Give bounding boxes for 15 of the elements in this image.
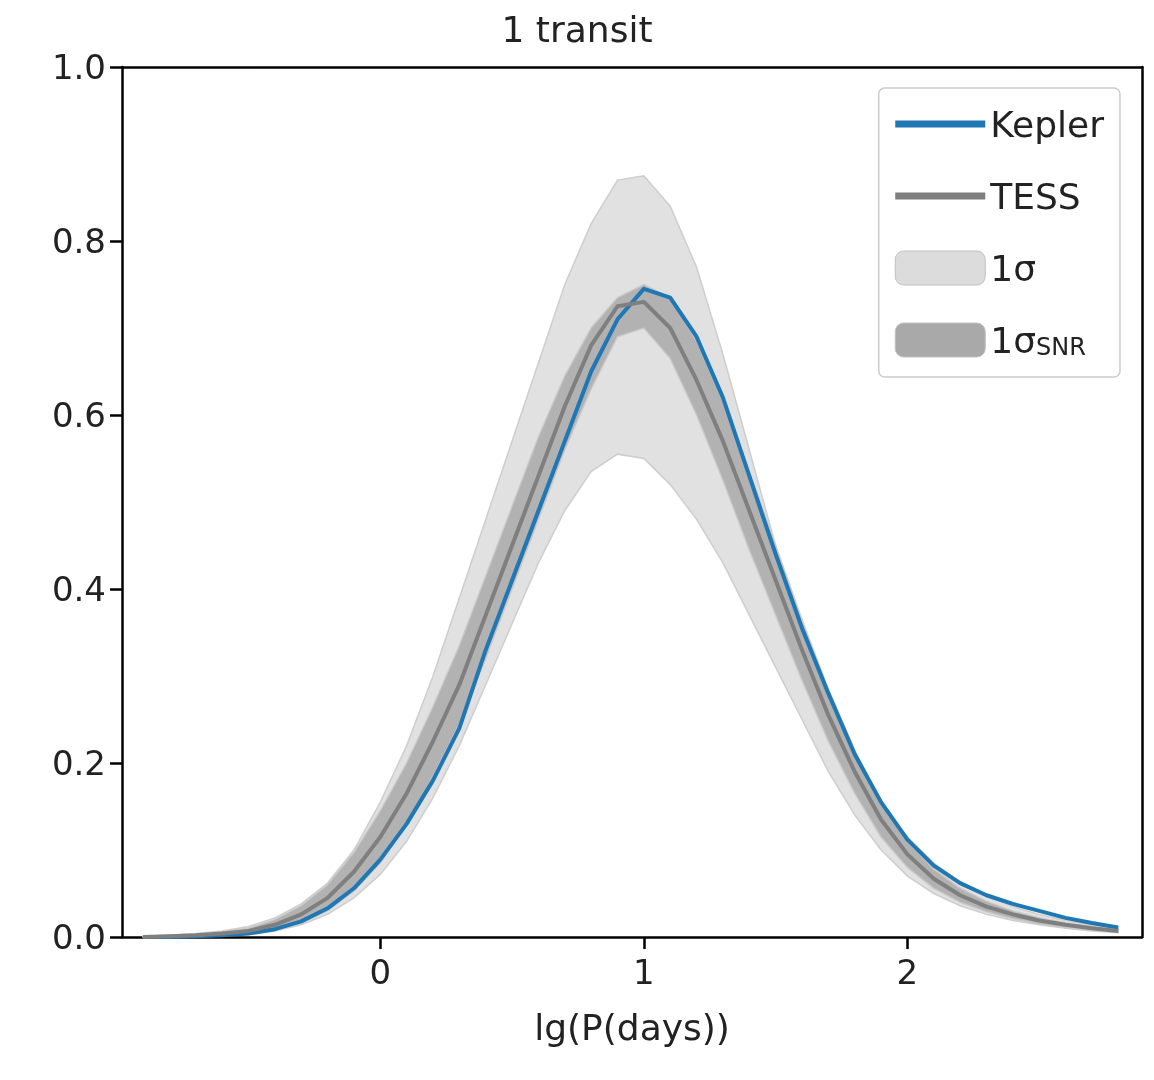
x-axis-title: lg(P(days)) [534,1006,730,1048]
legend-label: Kepler [990,103,1105,145]
x-tick-label: 2 [896,952,919,992]
y-tick-label: 0.8 [51,221,106,261]
y-tick-label: 0.4 [51,569,106,609]
x-tick-label: 1 [633,952,655,992]
legend-label: TESS [989,175,1081,217]
y-tick-label: 0.6 [51,395,106,435]
y-tick-label: 0.2 [51,743,106,783]
y-tick-label: 0.0 [51,917,106,957]
x-tick-label: 0 [369,952,392,992]
chart-title: 1 transit [501,8,653,50]
legend-label: 1σSNR [990,319,1086,361]
legend-label: 1σ [990,247,1036,289]
y-tick-label: 1.0 [51,47,106,87]
